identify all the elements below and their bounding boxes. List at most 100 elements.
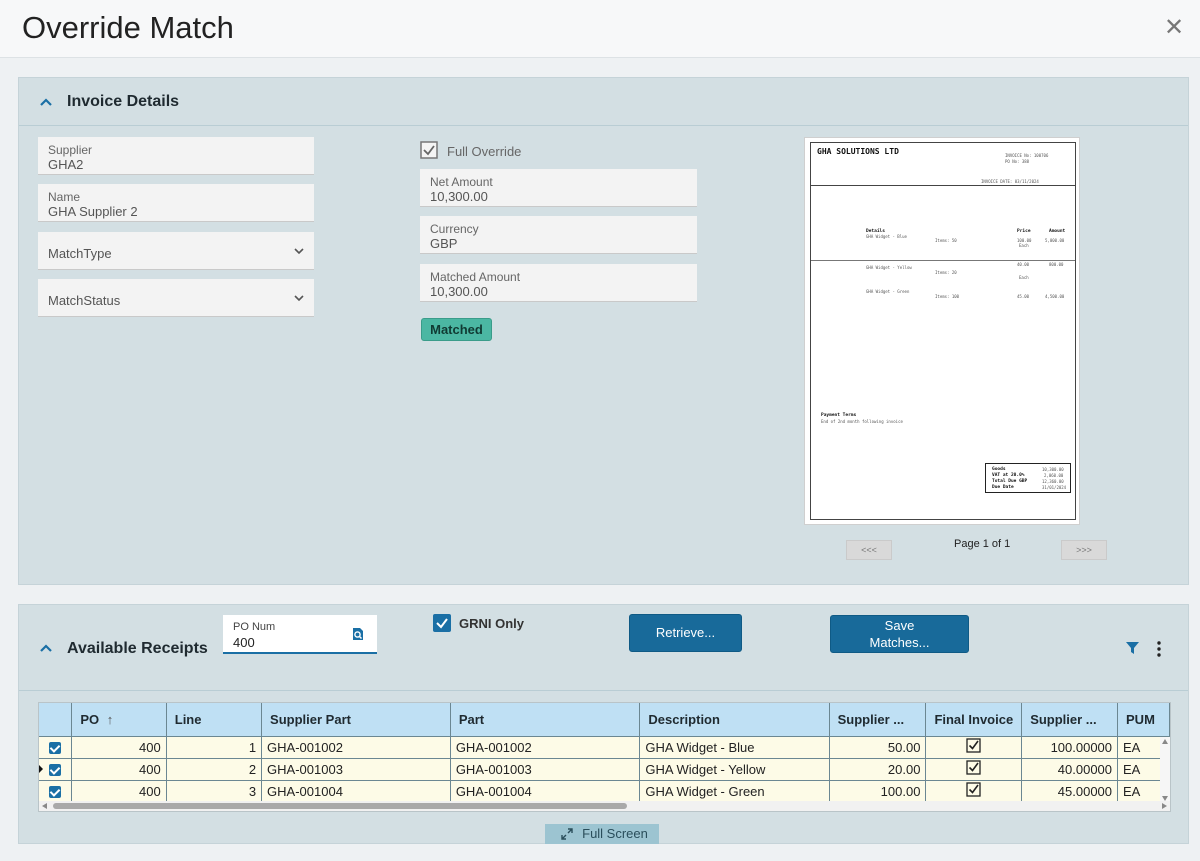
column-header-line[interactable]: Line: [166, 703, 263, 737]
horizontal-scroll-thumb[interactable]: [53, 803, 627, 809]
preview-total-value: 2,060.00: [1044, 473, 1064, 478]
name-field[interactable]: Name GHA Supplier 2: [38, 184, 314, 222]
vertical-scrollbar[interactable]: [1160, 737, 1170, 803]
checkbox-checked-icon[interactable]: [49, 764, 62, 777]
preview-total-label: Total Due GBP: [992, 479, 1028, 484]
column-header-supplier-part[interactable]: Supplier Part: [261, 703, 451, 737]
preview-line-qty: Items: 20: [935, 270, 957, 275]
invoice-preview-page: GHA SOLUTIONS LTD INVOICE No: 100706 PO …: [810, 142, 1076, 520]
chevron-up-icon[interactable]: [39, 95, 53, 109]
preview-col-price: Price: [1017, 229, 1031, 234]
final-invoice-check-icon[interactable]: [966, 760, 981, 775]
column-header-po[interactable]: PO ↑: [71, 703, 167, 737]
sort-ascending-icon[interactable]: ↑: [106, 711, 114, 727]
preview-invoice-no: INVOICE No: 100706: [1005, 153, 1049, 158]
match-status-placeholder: MatchStatus: [48, 293, 121, 308]
next-page-button[interactable]: >>>: [1061, 540, 1107, 560]
column-header-part[interactable]: Part: [450, 703, 641, 737]
page-indicator: Page 1 of 1: [954, 538, 1011, 550]
preview-line-price: 45.00: [1017, 294, 1030, 299]
preview-payment-terms-title: Payment Terms: [821, 413, 857, 418]
table-row[interactable]: 400 3 GHA-001004 GHA-001004 GHA Widget -…: [39, 780, 1170, 803]
final-invoice-check-icon[interactable]: [966, 738, 981, 753]
row-select-checkbox[interactable]: [39, 736, 73, 759]
supplier-field[interactable]: Supplier GHA2: [38, 137, 314, 175]
cell-po: 400: [71, 780, 167, 803]
full-override-checkbox[interactable]: [420, 141, 438, 159]
preview-line-amount: 5,000.00: [1045, 238, 1065, 243]
cell-final-invoice[interactable]: [925, 736, 1023, 759]
cell-supplier-part: GHA-001002: [261, 736, 451, 759]
table-row[interactable]: 400 1 GHA-001002 GHA-001002 GHA Widget -…: [39, 736, 1170, 759]
filter-icon[interactable]: [1126, 642, 1139, 655]
invoice-preview[interactable]: GHA SOLUTIONS LTD INVOICE No: 100706 PO …: [804, 137, 1080, 525]
cell-final-invoice[interactable]: [925, 758, 1023, 781]
preview-line-unit: Each: [1019, 275, 1029, 280]
cell-final-invoice[interactable]: [925, 780, 1023, 803]
matched-amount-field[interactable]: Matched Amount 10,300.00: [420, 264, 697, 302]
current-row-indicator-icon: [39, 764, 43, 773]
full-screen-label: Full Screen: [582, 826, 648, 841]
preview-total-value: 31/01/2024: [1042, 485, 1067, 490]
preview-divider: [811, 260, 1075, 261]
save-matches-label-1: Save: [884, 618, 915, 633]
preview-divider: [811, 185, 1075, 186]
scroll-left-icon[interactable]: [42, 803, 47, 809]
dialog-title: Override Match: [22, 10, 234, 45]
grni-only-checkbox[interactable]: [433, 614, 451, 632]
scroll-right-icon[interactable]: [1162, 803, 1167, 809]
retrieve-button[interactable]: Retrieve...: [629, 614, 742, 652]
horizontal-scrollbar[interactable]: [39, 801, 1170, 811]
column-header-pum[interactable]: PUM: [1117, 703, 1170, 737]
grni-only-label: GRNI Only: [459, 616, 525, 631]
po-num-label: PO Num: [233, 621, 276, 633]
column-header-final-invoice[interactable]: Final Invoice: [925, 703, 1023, 737]
save-matches-button[interactable]: Save Matches...: [830, 615, 969, 653]
currency-field[interactable]: Currency GBP: [420, 216, 697, 254]
row-select-checkbox[interactable]: [39, 780, 73, 803]
scroll-up-icon[interactable]: [1162, 739, 1168, 744]
search-icon[interactable]: [351, 627, 365, 641]
net-amount-field[interactable]: Net Amount 10,300.00: [420, 169, 697, 207]
chevron-down-icon[interactable]: [294, 293, 304, 303]
close-icon[interactable]: ✕: [1163, 14, 1185, 41]
available-receipts-panel: Available Receipts PO Num 400 GRNI Only …: [18, 604, 1189, 844]
checkbox-checked-icon[interactable]: [49, 742, 62, 755]
final-invoice-check-icon[interactable]: [966, 782, 981, 797]
table-row[interactable]: 400 2 GHA-001003 GHA-001003 GHA Widget -…: [39, 758, 1170, 781]
preview-col-amount: Amount: [1049, 229, 1066, 234]
match-status-select[interactable]: MatchStatus: [38, 279, 314, 317]
prev-page-button[interactable]: <<<: [846, 540, 892, 560]
scroll-down-icon[interactable]: [1162, 796, 1168, 801]
invoice-details-panel: Invoice Details Supplier GHA2 Name GHA S…: [18, 77, 1189, 585]
po-num-search-field[interactable]: PO Num 400: [223, 615, 377, 654]
chevron-up-icon[interactable]: [39, 641, 53, 655]
row-select-checkbox[interactable]: [39, 758, 73, 781]
table-header-row: PO ↑ Line Supplier Part Part Description…: [39, 703, 1170, 737]
cell-line: 2: [166, 758, 263, 781]
column-header-supplier-qty[interactable]: Supplier ...: [829, 703, 927, 737]
full-screen-button[interactable]: Full Screen: [545, 824, 659, 844]
net-amount-value: 10,300.00: [430, 189, 488, 204]
match-type-placeholder: MatchType: [48, 246, 112, 261]
supplier-value: GHA2: [48, 157, 84, 172]
invoice-details-header[interactable]: Invoice Details: [19, 78, 1188, 126]
preview-line-qty: Items: 100: [935, 294, 960, 299]
column-header-supplier-price[interactable]: Supplier ...: [1021, 703, 1119, 737]
checkbox-checked-icon[interactable]: [49, 786, 62, 799]
cell-supplier-part: GHA-001004: [261, 780, 451, 803]
cell-line: 3: [166, 780, 263, 803]
preview-line-amount: 800.00: [1049, 262, 1064, 267]
available-receipts-title: Available Receipts: [67, 640, 208, 657]
match-type-select[interactable]: MatchType: [38, 232, 314, 270]
cell-part: GHA-001003: [450, 758, 641, 781]
chevron-down-icon[interactable]: [294, 246, 304, 256]
cell-po: 400: [71, 758, 167, 781]
more-options-icon[interactable]: [1155, 641, 1163, 657]
preview-total-value: 10,300.00: [1042, 467, 1064, 472]
select-all-header[interactable]: [39, 703, 73, 737]
matched-amount-value: 10,300.00: [430, 284, 488, 299]
dialog-titlebar: Override Match ✕: [0, 0, 1200, 58]
column-header-description[interactable]: Description: [639, 703, 830, 737]
save-matches-label-2: Matches...: [869, 635, 930, 650]
